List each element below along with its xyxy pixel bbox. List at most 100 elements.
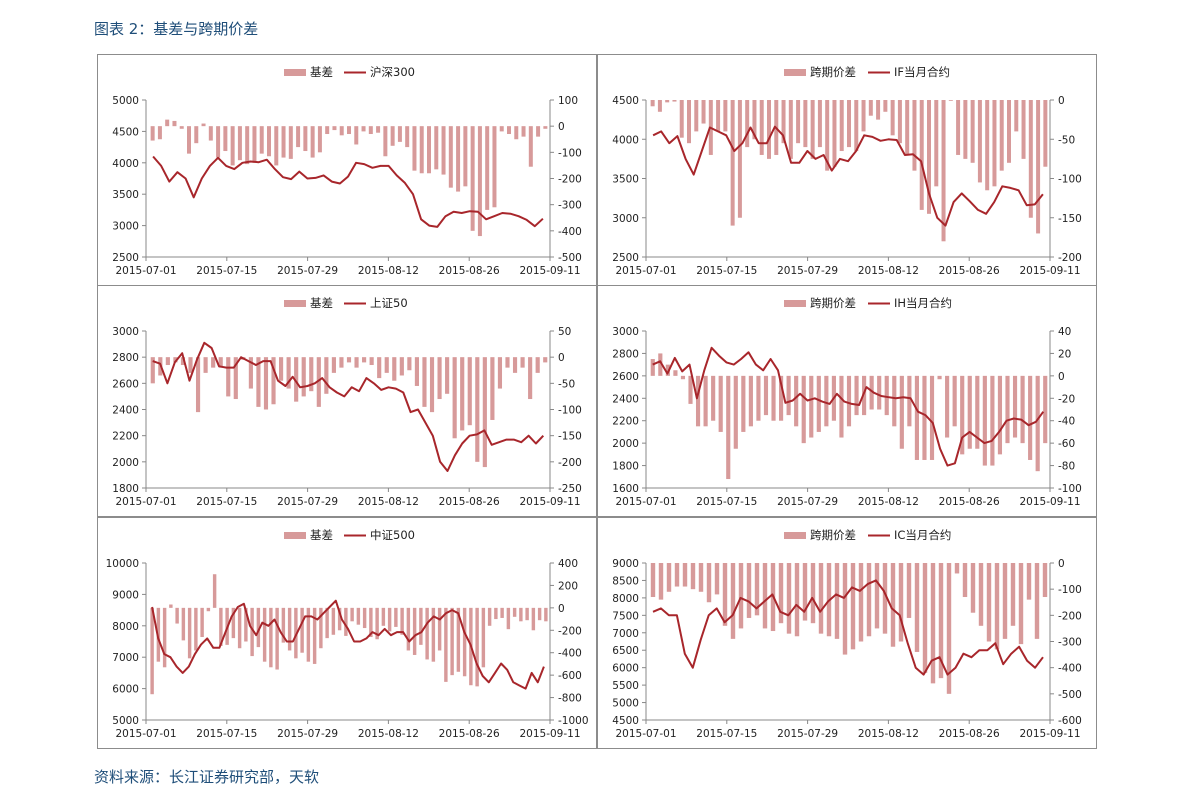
basis-bar [452,357,457,439]
basis-bar [914,375,919,460]
basis-bar [730,100,735,226]
basis-bar [794,563,800,637]
basis-bar [481,607,486,668]
basis-bar [460,357,465,431]
basis-bar [706,563,712,603]
basis-bar [970,100,975,163]
basis-bar [187,607,192,659]
basis-bar [890,100,895,136]
basis-bar [519,607,523,622]
basis-bar [817,100,822,148]
basis-bar [188,357,193,373]
y-left-tick-label: 7000 [112,652,139,664]
basis-bar [245,126,250,165]
basis-bar [850,563,856,650]
x-tick-label: 2015-07-01 [615,496,676,508]
y-left-tick-label: 4000 [612,134,639,146]
basis-bar [657,100,662,112]
y-left-tick-label: 1800 [612,461,639,473]
basis-bar [211,357,216,368]
basis-bar [394,607,398,627]
basis-bar [862,375,867,416]
basis-bar [387,607,392,632]
basis-bar [429,357,435,413]
basis-bar [223,126,228,152]
y-left-tick-label: 2200 [112,431,139,443]
y-right-tick-label: -20 [1058,393,1075,405]
basis-bar [187,126,191,154]
basis-bar [347,126,351,135]
basis-bar [216,126,221,158]
basis-bar [407,357,412,371]
basis-bar [907,375,912,427]
basis-bar [825,100,830,171]
basis-bar [332,126,337,131]
legend-line-label: 沪深300 [370,65,415,79]
basis-bar [1020,375,1025,444]
basis-bar [317,126,322,153]
basis-bar [711,375,716,421]
y-right-tick-label: 40 [1058,326,1071,338]
y-left-tick-label: 4000 [112,158,139,170]
chart-svg: 基差 沪深300 2500 3000 3500 4000 4500 5000 -500 -400 -… [112,65,582,277]
x-tick-label: 2015-08-12 [858,265,919,277]
basis-bar [537,607,542,621]
basis-bar [431,607,436,662]
basis-bar [150,357,155,384]
basis-bar [754,563,760,616]
y-right-tick-label: -300 [1058,637,1082,649]
basis-bar [832,100,837,167]
y-left-tick-label: 2500 [112,252,139,264]
basis-bar [741,375,746,432]
basis-bar [397,126,402,142]
legend-bar-swatch [284,69,306,76]
price-line [152,341,545,472]
basis-bar [219,607,223,646]
basis-bar [842,563,848,655]
x-tick-label: 2015-08-12 [858,496,919,508]
basis-bar [788,100,793,159]
basis-bar [1035,375,1040,472]
basis-bar [746,563,752,618]
basis-bar [450,607,454,676]
basis-bar [456,126,461,192]
x-tick-label: 2015-08-26 [939,265,1000,277]
basis-bar [716,100,721,132]
y-left-tick-label: 2800 [612,348,639,360]
basis-bar [982,375,987,466]
basis-bar [497,357,503,389]
chart-panel-basis-hs300: 基差 沪深300 2500 3000 3500 4000 4500 5000 -500 -400 -… [97,54,597,286]
basis-bar [231,607,236,639]
basis-bar [467,357,472,426]
basis-bar [1042,563,1048,598]
basis-bar [310,126,315,158]
basis-bar [226,357,231,397]
chart-panel-basis-zz500: 基差 中证500 5000 6000 7000 8000 9000 10000 -1000 -80… [97,517,597,749]
basis-bar [400,607,404,635]
legend-bar-swatch [784,69,806,76]
basis-bar [854,375,859,416]
basis-bar [477,126,482,237]
basis-bar [956,100,961,155]
y-left-tick-label: 3500 [112,189,139,201]
price-line [652,579,1044,676]
basis-bar [150,126,155,141]
basis-bar [882,563,888,634]
x-tick-label: 2015-07-29 [777,265,838,277]
basis-bar [286,357,291,389]
y-right-tick-label: -100 [1058,174,1082,186]
basis-bar [405,126,410,148]
basis-bar [362,357,367,363]
basis-bar [703,375,708,427]
basis-bar [733,375,738,449]
legend-bar-label: 基差 [310,296,333,310]
basis-bar [256,607,261,648]
basis-bar [883,100,888,112]
basis-bar [1005,375,1010,444]
basis-bar [752,100,757,140]
basis-bar [763,375,769,416]
basis-bar [802,563,808,621]
basis-bar [698,563,704,592]
x-tick-label: 2015-09-11 [519,265,580,277]
basis-bar [680,375,686,380]
